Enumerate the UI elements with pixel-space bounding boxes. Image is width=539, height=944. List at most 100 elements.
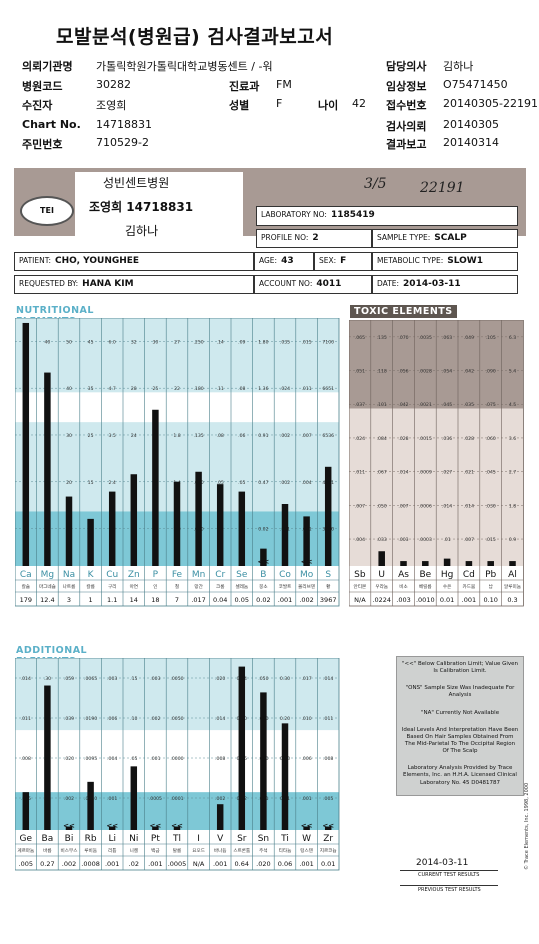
element-value: .001 [278, 596, 292, 604]
element-korean-name: 망간 [194, 583, 203, 590]
below-limit-marker: << [322, 822, 334, 830]
sample-sticker: 성빈센트병원 조영희 14718831 김하나 [75, 172, 243, 244]
bar-tl [173, 826, 181, 830]
tick-label: .090 [486, 369, 496, 375]
bar-zr [324, 826, 332, 830]
element-value: 1.1 [107, 596, 117, 604]
tick-label: 1.36 [258, 386, 268, 392]
tick-label: 0.9 [509, 537, 516, 543]
tick-label: .05 [238, 480, 245, 486]
element-value: .020 [256, 860, 270, 868]
tick-label: .0035 [419, 335, 432, 341]
bar-k [87, 518, 94, 566]
element-korean-name: 아연 [130, 583, 138, 590]
doctor-label: 담당의사 [386, 60, 427, 73]
requested-by-field: REQUESTED BY: HANA KIM [14, 275, 254, 294]
tick-label: .004 [107, 756, 117, 762]
hospital-code-value: 30282 [96, 78, 131, 91]
element-symbol: Sn [258, 834, 269, 844]
bar-sr [238, 666, 246, 830]
element-korean-name: 게르마늄 [17, 847, 34, 854]
element-symbol: Ge [20, 834, 33, 844]
below-limit-marker: << [150, 822, 162, 830]
tick-label: .05 [130, 756, 137, 762]
previous-results-label: PREVIOUS TEST RESULTS [418, 887, 481, 893]
tick-label: .008 [215, 756, 225, 762]
tick-label: .011 [323, 716, 333, 722]
tick-label: .027 [442, 470, 452, 476]
tick-label: .003 [150, 676, 160, 682]
element-value: .017 [191, 596, 205, 604]
element-korean-name: 비스무스 [61, 847, 78, 854]
patient-field: PATIENT: CHO, YOUNGHEE [14, 252, 254, 271]
tick-label: 40 [44, 339, 50, 345]
tick-label: .250 [193, 339, 203, 345]
bar-fe [173, 481, 181, 566]
chart-no-label: Chart No. [22, 118, 81, 131]
tick-label: .002 [150, 716, 160, 722]
current-results-line [400, 870, 498, 871]
element-korean-name: 알루미늄 [504, 583, 521, 590]
institution-value: 가톨릭학원가톨릭대학교병동센트 / -워 [96, 60, 273, 73]
tick-label: 0.47 [258, 480, 268, 486]
rrn-value: 710529-2 [96, 136, 149, 149]
tick-label: 30 [152, 339, 158, 345]
element-korean-name: 구리 [108, 583, 116, 590]
note-ons: "ONS" Sample Size Was Inadequate For Ana… [405, 685, 515, 699]
patient-label: 수진자 [22, 99, 53, 112]
tick-label: .051 [355, 369, 365, 375]
rrn-label: 주민번호 [22, 138, 63, 151]
tick-label: .060 [486, 436, 496, 442]
tick-label: .045 [486, 470, 496, 476]
element-value: 0.04 [213, 596, 227, 604]
tick-label: .020 [64, 756, 74, 762]
tick-label: .008 [21, 756, 31, 762]
tick-label: .014 [442, 503, 452, 509]
element-symbol: B [260, 570, 266, 580]
tick-label: .008 [323, 756, 333, 762]
tick-label: .004 [301, 480, 311, 486]
element-value: .003 [396, 596, 410, 604]
age-value: 42 [352, 97, 366, 110]
tick-label: .063 [442, 335, 452, 341]
element-symbol: Hg [441, 570, 453, 580]
element-symbol: U [378, 570, 385, 580]
bar-bi [65, 826, 73, 830]
hospital-code-label: 병원코드 [22, 80, 63, 93]
tick-label: .028 [464, 436, 474, 442]
element-korean-name: 탈륨 [173, 847, 181, 854]
note-na: "NA" Currently Not Available [420, 709, 500, 716]
tick-label: .056 [398, 369, 408, 375]
toxic-chart: .065 .051 .037 .024 .011 .007 .004 Sb 안티몬 N/A .135… [349, 320, 524, 607]
element-value: 0.02 [256, 596, 270, 604]
tick-label: .059 [64, 676, 74, 682]
tick-label: .014 [21, 676, 31, 682]
tick-label: 40 [66, 386, 72, 392]
element-symbol: Mn [192, 570, 205, 580]
note-calibration: "<<" Below Calibration Limit; Value Give… [402, 661, 518, 675]
tick-label: .004 [355, 537, 365, 543]
element-symbol: Tl [172, 834, 181, 844]
signature-date: 2014-03-11 [416, 858, 469, 868]
tick-label: 6651 [322, 386, 334, 392]
tick-label: .024 [280, 386, 290, 392]
element-korean-name: 안티몬 [354, 583, 367, 590]
element-symbol: Cu [106, 570, 118, 580]
tick-label: 50 [66, 339, 72, 345]
element-symbol: Zr [323, 834, 333, 844]
element-korean-name: 카드뮴 [463, 583, 476, 590]
element-korean-name: 리튬 [108, 847, 116, 854]
tick-label: .006 [301, 756, 311, 762]
below-limit-marker: << [258, 558, 270, 566]
tick-label: .049 [464, 335, 474, 341]
bar-al [509, 561, 516, 566]
tick-label: .30 [44, 676, 51, 682]
below-limit-marker: << [106, 822, 118, 830]
element-korean-name: 바륨 [43, 847, 51, 854]
bar-ni [130, 766, 138, 830]
element-value: 0.10 [483, 596, 497, 604]
tick-label: .14 [217, 339, 224, 345]
tick-label: .039 [64, 716, 74, 722]
element-value: .0010 [416, 596, 435, 604]
tick-label: 28 [131, 386, 137, 392]
